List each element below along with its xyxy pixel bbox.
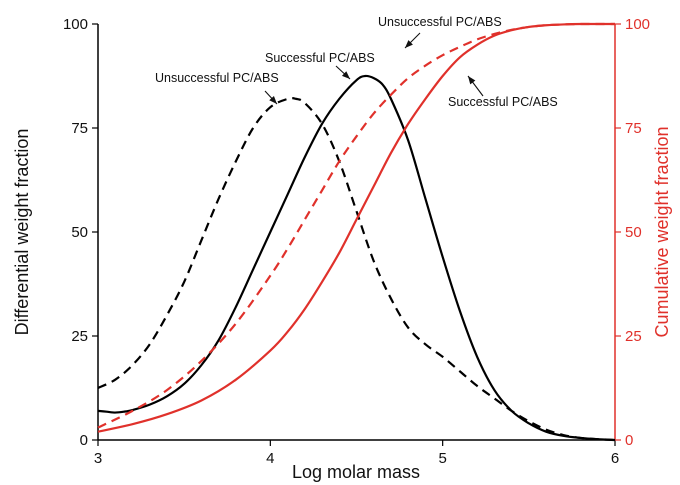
x-axis-title: Log molar mass <box>292 462 420 482</box>
x-tick-label-0: 3 <box>94 450 102 467</box>
annotation-successful-cumulative: Successful PC/ABS <box>448 95 558 109</box>
left-y-tick-label-3: 75 <box>71 120 88 137</box>
right-y-tick-label-2: 50 <box>625 224 642 241</box>
left-y-tick-label-1: 25 <box>71 328 88 345</box>
right-y-tick-label-3: 75 <box>625 120 642 137</box>
annotation-arrows <box>264 32 484 105</box>
series-successful-cumulative <box>97 22 615 433</box>
annotation-arrow-head-1 <box>341 71 350 79</box>
x-tick-label-2: 5 <box>438 450 446 467</box>
left-y-axis-title: Differential weight fraction <box>12 129 32 336</box>
annotation-unsuccessful-cumulative: Unsuccessful PC/ABS <box>378 15 502 29</box>
series-successful-differential <box>97 74 616 442</box>
annotation-arrow-head-2 <box>405 40 413 48</box>
left-y-tick-label-2: 50 <box>71 224 88 241</box>
x-tick-label-1: 4 <box>266 450 274 467</box>
left-y-tick-label-4: 100 <box>63 16 88 33</box>
annotation-arrow-head-0 <box>269 95 277 104</box>
left-y-tick-label-0: 0 <box>80 432 88 449</box>
x-tick-label-3: 6 <box>611 450 619 467</box>
annotation-arrow-head-3 <box>468 76 476 85</box>
right-y-tick-label-1: 25 <box>625 328 642 345</box>
series-unsuccessful-differential <box>97 96 616 442</box>
series-lines <box>97 22 616 442</box>
right-y-axis-title: Cumulative weight fraction <box>652 126 672 337</box>
annotation-successful-differential: Successful PC/ABS <box>265 51 375 65</box>
annotation-unsuccessful-differential: Unsuccessful PC/ABS <box>155 71 279 85</box>
right-y-tick-label-0: 0 <box>625 432 633 449</box>
right-y-tick-label-4: 100 <box>625 16 650 33</box>
